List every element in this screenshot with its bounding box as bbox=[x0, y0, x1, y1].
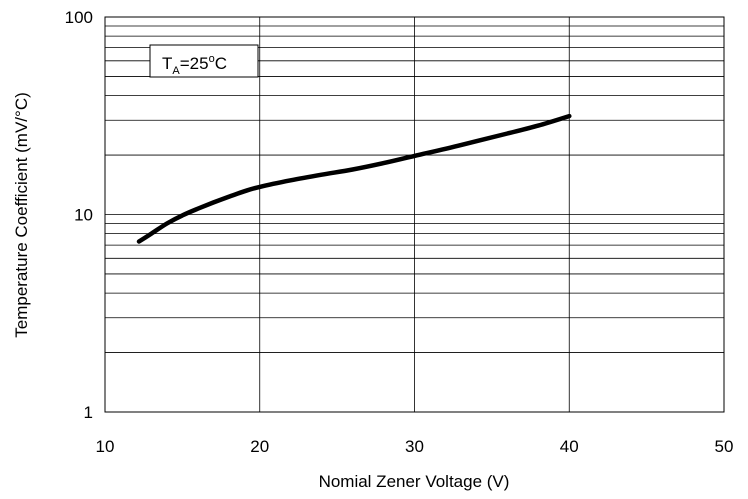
series bbox=[136, 113, 572, 244]
x-tick-label: 30 bbox=[405, 437, 424, 456]
annotation-eq: =25 bbox=[180, 54, 209, 73]
x-tick-label: 10 bbox=[96, 437, 115, 456]
x-tick-label: 40 bbox=[560, 437, 579, 456]
plot-frame bbox=[104, 16, 725, 413]
y-tick-label: 10 bbox=[74, 206, 93, 225]
x-tick-labels: 10 20 30 40 50 bbox=[96, 437, 734, 456]
annotation-main: T bbox=[162, 54, 172, 73]
y-tick-label: 100 bbox=[65, 8, 93, 27]
y-tick-label: 1 bbox=[84, 403, 93, 422]
y-axis-title: Temperature Coefficient (mV/°C) bbox=[12, 92, 31, 338]
annotation-sup: o bbox=[209, 53, 215, 65]
x-axis-title: Nomial Zener Voltage (V) bbox=[319, 472, 510, 491]
annotation-box bbox=[149, 44, 259, 78]
series-line bbox=[136, 113, 572, 244]
temperature-annotation: TA=25oC bbox=[149, 44, 259, 78]
annotation-unit: C bbox=[215, 54, 227, 73]
y-tick-labels: 1 10 100 bbox=[65, 8, 93, 422]
svg-text:TA=25oC: TA=25oC bbox=[162, 53, 227, 77]
x-tick-label: 20 bbox=[250, 437, 269, 456]
annotation-sub: A bbox=[172, 65, 180, 77]
x-tick-label: 50 bbox=[715, 437, 734, 456]
